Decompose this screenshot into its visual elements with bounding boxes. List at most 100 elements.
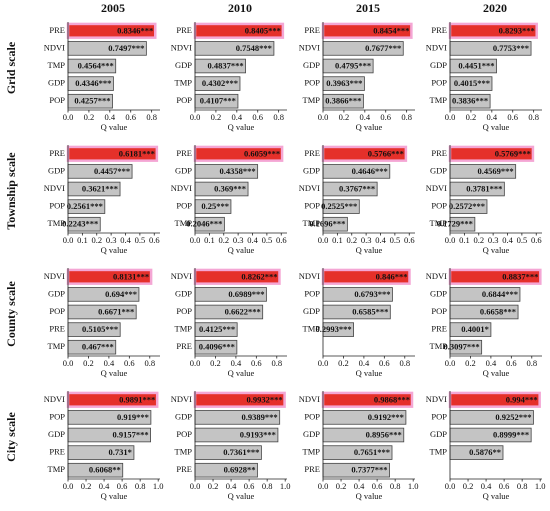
x-tick-label: 0.2 [208,481,219,491]
x-axis-label: Q value [228,122,255,132]
value-label: 0.2993*** [315,324,351,334]
x-tick-label: 0.6 [380,112,391,122]
x-tick-label: 0.6 [499,481,510,491]
value-label: 0.9193*** [240,429,276,439]
value-label: 0.4096*** [199,342,235,352]
x-axis-label: Q value [356,368,383,378]
category-label: POP [304,78,320,88]
value-label: 0.8837*** [502,271,538,281]
category-label: POP [49,201,65,211]
x-tick-label: 1.0 [280,481,291,491]
value-label: 0.467*** [82,342,114,352]
value-label: 0.2572*** [449,201,485,211]
x-tick-label: 0.2 [84,112,95,122]
x-tick-label: 0.8 [517,481,528,491]
value-label: 0.1729*** [437,219,473,229]
x-tick-label: 0.4 [104,358,115,368]
x-tick-label: 0.4 [360,112,371,122]
value-label: 0.7377*** [351,465,387,475]
value-label: 0.4837*** [207,60,243,70]
category-label: NDVI [171,394,192,404]
category-label: TMP [303,218,321,228]
value-label: 0.8956*** [366,429,402,439]
category-label: GDP [175,165,192,175]
x-tick-label: 0.2 [81,481,92,491]
category-label: PRE [176,464,192,474]
x-tick-label: 0.1 [204,235,215,245]
x-tick-label: 0.6 [149,235,160,245]
x-axis-label: Q value [356,491,383,501]
value-label: 0.7548*** [236,43,272,53]
x-axis-label: Q value [356,245,383,255]
category-label: PRE [431,324,447,334]
x-tick-label: 1.0 [153,481,164,491]
value-label: 0.9868*** [374,394,410,404]
x-tick-label: 0.8 [390,481,401,491]
value-label: 0.994*** [506,394,538,404]
x-tick-label: 0.4 [359,358,370,368]
category-label: TMP [430,447,448,457]
column-title: 2005 [101,1,125,15]
x-tick-label: 0.0 [445,235,456,245]
category-label: GDP [48,429,65,439]
value-label: 0.6844*** [482,289,518,299]
x-tick-label: 0.4 [486,358,497,368]
value-label: 0.5766*** [368,148,404,158]
category-label: POP [176,95,192,105]
value-label: 0.7361*** [223,447,259,457]
x-tick-label: 0.6 [531,235,542,245]
x-tick-label: 0.6 [379,358,390,368]
x-tick-label: 0.2 [91,235,102,245]
category-label: NDVI [44,183,65,193]
category-label: TMP [303,95,321,105]
value-label: 0.9891*** [119,394,155,404]
category-label: GDP [175,411,192,421]
value-label: 0.8131*** [113,271,149,281]
x-tick-label: 0.2 [346,235,357,245]
value-label: 0.8405*** [245,25,281,35]
category-label: GDP [430,429,447,439]
category-label: TMP [48,464,66,474]
column-title: 2020 [483,1,507,15]
x-tick-label: 0.4 [226,481,237,491]
category-label: POP [176,306,192,316]
x-tick-label: 0.6 [276,235,287,245]
value-label: 0.2525*** [321,201,357,211]
category-label: TMP [175,324,193,334]
x-tick-label: 0.8 [401,112,412,122]
category-label: NDVI [44,271,65,281]
category-label: POP [431,306,447,316]
category-label: PRE [176,341,192,351]
x-tick-label: 0.0 [63,112,74,122]
category-label: NDVI [44,394,65,404]
x-tick-label: 0.2 [211,112,222,122]
x-tick-label: 0.5 [135,235,146,245]
x-tick-label: 0.0 [318,112,329,122]
x-tick-label: 0.2 [338,358,349,368]
x-tick-label: 0.4 [487,112,498,122]
x-tick-label: 0.2 [218,235,229,245]
category-label: NDVI [299,394,320,404]
x-axis-label: Q value [101,245,128,255]
x-tick-label: 0.0 [445,112,456,122]
value-label: 0.25*** [201,201,229,211]
category-label: PRE [49,324,65,334]
x-axis-label: Q value [101,368,128,378]
category-label: NDVI [426,42,447,52]
category-label: POP [304,201,320,211]
value-label: 0.4358*** [220,166,256,176]
category-label: PRE [49,25,65,35]
x-tick-label: 0.8 [273,112,284,122]
category-label: NDVI [171,271,192,281]
x-tick-label: 0.6 [251,358,262,368]
value-label: 0.4346*** [75,78,111,88]
column-title: 2015 [356,1,380,15]
x-axis-label: Q value [101,491,128,501]
value-label: 0.7677*** [365,43,401,53]
value-label: 0.5105*** [82,324,118,334]
value-label: 0.3781*** [466,183,502,193]
category-label: GDP [175,60,192,70]
value-label: 0.731* [109,447,132,457]
category-label: PRE [304,25,320,35]
